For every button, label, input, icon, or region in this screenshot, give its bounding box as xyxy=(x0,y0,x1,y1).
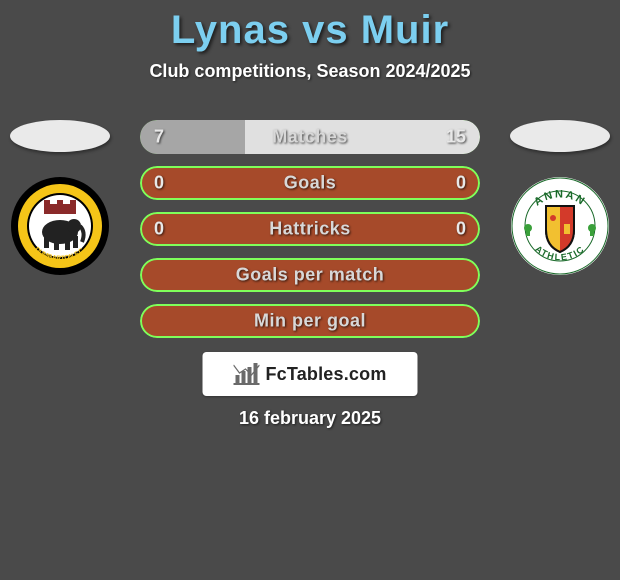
stat-value-left: 7 xyxy=(154,127,164,148)
stat-label: Hattricks xyxy=(140,219,480,240)
right-team-crest: ANNAN ATHLETIC xyxy=(510,176,610,276)
dumbarton-crest-icon: DFC DUMBARTON F.C. xyxy=(10,176,110,276)
stat-value-left: 0 xyxy=(154,219,164,240)
stat-label: Matches xyxy=(140,127,480,148)
stat-row: Goals0 0 xyxy=(140,166,480,200)
stat-row: Goals per match xyxy=(140,258,480,292)
stat-label: Min per goal xyxy=(140,311,480,332)
stat-row: Matches7 15 xyxy=(140,120,480,154)
stat-value-right: 0 xyxy=(456,173,466,194)
stat-row: Min per goal xyxy=(140,304,480,338)
right-team-block: ANNAN ATHLETIC xyxy=(510,120,610,276)
left-team-crest: DFC DUMBARTON F.C. xyxy=(10,176,110,276)
stat-value-right: 0 xyxy=(456,219,466,240)
stat-value-right: 15 xyxy=(446,127,466,148)
stat-label: Goals xyxy=(140,173,480,194)
svg-text:DFC: DFC xyxy=(50,184,71,195)
stat-row: Hattricks0 0 xyxy=(140,212,480,246)
stat-value-left: 0 xyxy=(154,173,164,194)
page-title: Lynas vs Muir xyxy=(0,0,620,53)
date-text: 16 february 2025 xyxy=(0,408,620,429)
annan-crest-icon: ANNAN ATHLETIC xyxy=(510,176,610,276)
left-team-block: DFC DUMBARTON F.C. xyxy=(10,120,110,276)
page-subtitle: Club competitions, Season 2024/2025 xyxy=(0,61,620,82)
branding-box: FcTables.com xyxy=(203,352,418,396)
bar-chart-icon xyxy=(233,363,259,385)
stat-label: Goals per match xyxy=(140,265,480,286)
stats-area: Matches715Goals00Hattricks00Goals per ma… xyxy=(140,120,480,350)
right-team-oval xyxy=(510,120,610,152)
left-team-oval xyxy=(10,120,110,152)
branding-text: FcTables.com xyxy=(265,364,386,385)
